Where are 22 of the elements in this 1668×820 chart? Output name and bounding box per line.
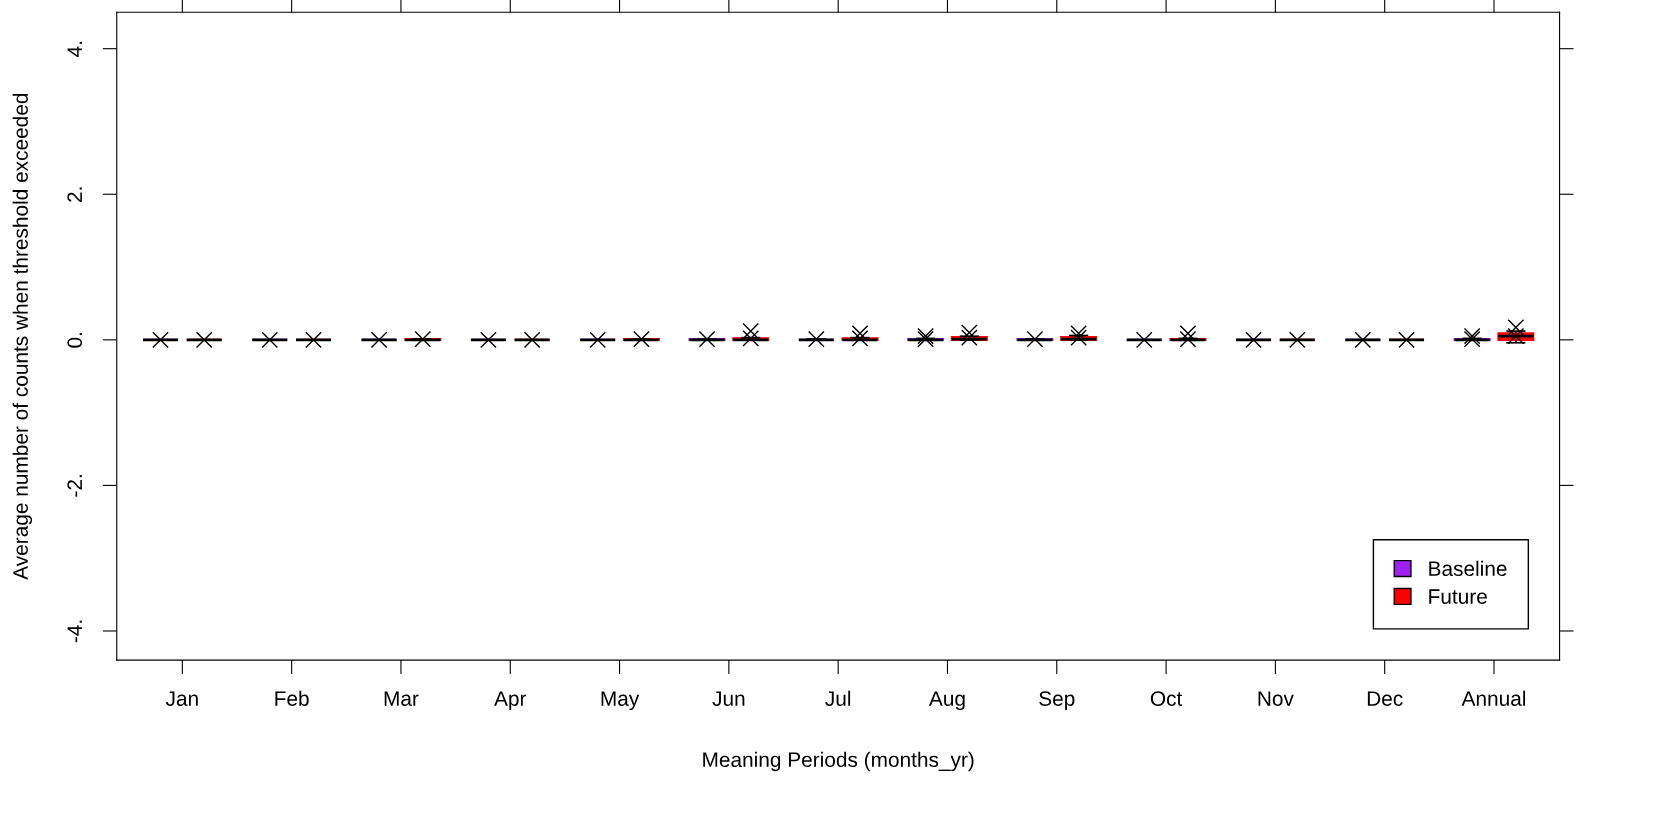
x-tick-label: Annual xyxy=(1461,690,1526,706)
x-tick-label: Aug xyxy=(928,691,965,711)
x-tick-label: Mar xyxy=(384,691,419,706)
x-tick-label: Apr xyxy=(494,691,527,711)
legend-label: Baseline xyxy=(1429,560,1507,577)
y-tick-label: -4. xyxy=(67,620,82,643)
y-axis-title: Average number of counts when threshold exceeded xyxy=(12,93,33,580)
x-tick-label: Feb xyxy=(275,690,309,706)
y-tick-label: 2. xyxy=(67,187,82,202)
x-tick-label: May xyxy=(601,691,640,711)
x-axis-title: Meaning Periods (months_yr) xyxy=(703,751,974,772)
y-tick-label: 0. xyxy=(67,333,83,348)
legend-label: Future xyxy=(1429,589,1487,604)
x-tick-label: Sep xyxy=(1039,691,1075,711)
x-tick-label: Jan xyxy=(165,691,198,706)
x-tick-label: Jul xyxy=(825,690,851,706)
x-tick-label: Jun xyxy=(712,691,745,706)
x-tick-label: Nov xyxy=(1258,691,1294,706)
y-tick-label: 4. xyxy=(67,41,82,57)
y-tick-label: -2. xyxy=(67,475,82,497)
x-tick-label: Oct xyxy=(1150,691,1183,706)
x-tick-label: Dec xyxy=(1367,691,1403,706)
